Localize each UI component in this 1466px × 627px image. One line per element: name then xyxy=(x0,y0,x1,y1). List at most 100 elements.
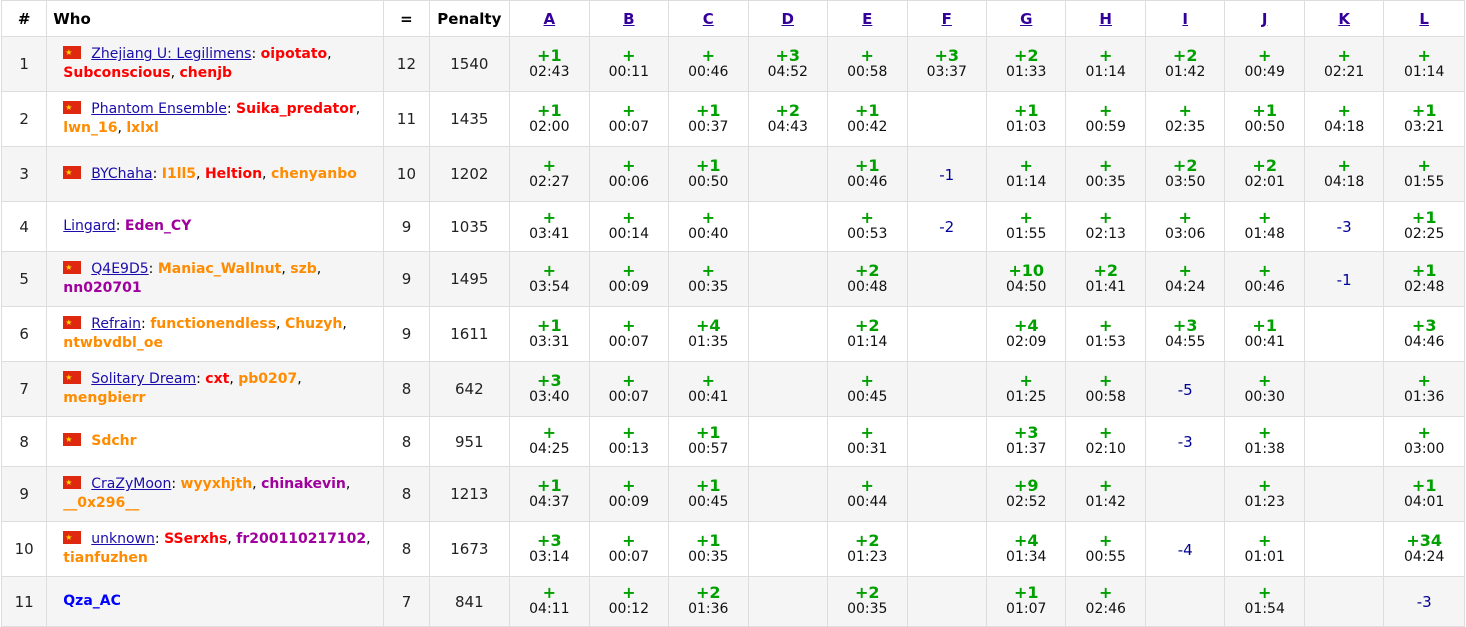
accepted-tries: + xyxy=(1178,100,1192,120)
problem-e-link[interactable]: E xyxy=(862,9,873,28)
accepted-tries: +34 xyxy=(1406,530,1443,550)
problem-cell: +2 00:35 xyxy=(827,576,908,627)
accepted-time: 04:24 xyxy=(1165,278,1206,295)
member-name[interactable]: cxt xyxy=(205,371,230,387)
problem-cell: +00:58 xyxy=(827,36,908,92)
member-name[interactable]: Eden_CY xyxy=(124,218,192,234)
member-name[interactable]: Maniac_Wallnut xyxy=(157,261,282,277)
accepted-tries: + xyxy=(1178,260,1192,280)
accepted-tries: + xyxy=(1257,208,1272,227)
member-name[interactable]: wyyxhjth xyxy=(180,476,253,492)
who-header: Who xyxy=(46,0,385,37)
problem-cell: +1 02:48 xyxy=(1383,251,1465,307)
accepted-tries: + xyxy=(1099,45,1113,65)
team-name-link[interactable]: Zhejiang U: Legilimens xyxy=(91,46,252,62)
member-name[interactable]: chenyanbo xyxy=(270,165,357,182)
member-name[interactable]: functionendless xyxy=(150,316,277,332)
problem-f-link[interactable]: F xyxy=(941,9,952,28)
accepted-time: 00:07 xyxy=(608,548,649,565)
member-name[interactable]: I1ll5 xyxy=(161,165,197,182)
accepted-tries: + xyxy=(1257,260,1272,280)
accepted-tries: +3 xyxy=(934,45,960,65)
accepted-tries: + xyxy=(1337,45,1351,65)
problem-cell xyxy=(1303,416,1385,467)
member-name[interactable]: lxlxl xyxy=(126,120,159,136)
member-name[interactable]: SSerxhs xyxy=(164,531,228,547)
team-name-link[interactable]: Q4E9D5 xyxy=(91,261,149,277)
member-name[interactable]: chenjb xyxy=(179,65,233,81)
member-name[interactable]: oipotato xyxy=(260,46,328,62)
problem-cell: +2 04:43 xyxy=(747,91,829,147)
accepted-tries: +1 xyxy=(1411,475,1437,495)
problem-l-link[interactable]: L xyxy=(1419,9,1429,28)
who-cell: Zhejiang U: Legilimens: oipotato, Subcon… xyxy=(46,36,385,92)
member-name[interactable]: tianfuzhen xyxy=(63,550,148,566)
member-name[interactable]: chinakevin xyxy=(261,476,346,492)
accepted-time: 02:27 xyxy=(529,173,570,190)
member-name[interactable]: nn020701 xyxy=(63,280,142,296)
member-name[interactable]: szb xyxy=(290,261,317,277)
team-name-link[interactable]: Refrain xyxy=(91,316,142,332)
accepted-tries: + xyxy=(1019,208,1033,227)
member-name[interactable]: Qza_AC xyxy=(63,593,121,609)
problem-cell: +01:14 xyxy=(1065,36,1146,92)
member-name[interactable]: Sdchr xyxy=(91,433,137,449)
accepted-tries: + xyxy=(622,423,636,442)
accepted-time: 03:37 xyxy=(926,63,967,80)
member-name[interactable]: lwn_16 xyxy=(63,120,118,136)
member-name[interactable]: pb0207 xyxy=(238,371,298,387)
team-name-link[interactable]: unknown xyxy=(91,531,155,547)
accepted-time: 00:31 xyxy=(847,441,888,457)
problem-cell: +1 00:45 xyxy=(668,466,749,522)
problem-cell: +01:54 xyxy=(1224,576,1305,627)
accepted-tries: + xyxy=(1099,423,1113,442)
rejected-tries: -5 xyxy=(1177,380,1193,399)
member-name[interactable]: Suika_predator xyxy=(236,101,356,117)
problem-cell: +2 00:48 xyxy=(827,251,908,307)
problem-b-link[interactable]: B xyxy=(623,9,635,28)
accepted-tries: + xyxy=(1257,45,1272,65)
team-name-link[interactable]: BYChaha xyxy=(91,165,153,182)
member-name[interactable]: __0x296__ xyxy=(63,495,140,511)
accepted-time: 01:35 xyxy=(688,333,729,350)
problem-c-link[interactable]: C xyxy=(702,9,714,28)
team-name-link[interactable]: Lingard xyxy=(63,218,116,234)
problem-cell xyxy=(906,521,987,577)
accepted-time: 00:07 xyxy=(608,333,649,350)
problem-cell xyxy=(906,251,987,307)
accepted-time: 00:57 xyxy=(688,441,729,457)
member-name[interactable]: ntwbvdbl_oe xyxy=(63,335,163,351)
rank-cell: 1 xyxy=(0,36,48,92)
member-name[interactable]: Chuzyh xyxy=(284,316,343,332)
accepted-tries: +2 xyxy=(1172,45,1198,65)
problem-k-link[interactable]: K xyxy=(1338,9,1350,28)
member-name[interactable]: Heltion xyxy=(204,165,263,182)
member-name[interactable]: mengbierr xyxy=(63,390,146,406)
accepted-time: 04:24 xyxy=(1404,548,1445,565)
problem-cell: +04:18 xyxy=(1303,91,1385,147)
problem-g-link[interactable]: G xyxy=(1020,9,1033,28)
penalty-cell: 841 xyxy=(428,576,511,627)
solved-cell: 9 xyxy=(383,251,430,307)
problem-d-link[interactable]: D xyxy=(781,9,794,28)
member-name[interactable]: fr200110217102 xyxy=(236,531,367,547)
team-name-link[interactable]: Solitary Dream xyxy=(91,371,197,387)
problem-cell: +9 02:52 xyxy=(985,466,1067,522)
member-name[interactable]: Subconscious xyxy=(63,65,171,81)
team-name-link[interactable]: CraZyMoon xyxy=(91,476,172,492)
penalty-cell: 1035 xyxy=(428,201,511,252)
accepted-time: 02:25 xyxy=(1404,226,1445,242)
problem-cell xyxy=(1303,361,1385,417)
problem-h-link[interactable]: H xyxy=(1099,9,1112,28)
problem-cell: +03:06 xyxy=(1144,201,1226,252)
accepted-tries: + xyxy=(1099,370,1113,390)
accepted-time: 00:46 xyxy=(1244,278,1285,295)
problem-a-link[interactable]: A xyxy=(543,9,556,28)
team-name-link[interactable]: Phantom Ensemble xyxy=(91,101,227,117)
accepted-tries: + xyxy=(1099,530,1113,550)
problem-j-link[interactable]: J xyxy=(1261,9,1268,28)
problem-cell xyxy=(906,416,987,467)
problem-i-link[interactable]: I xyxy=(1182,9,1188,28)
solved-header: = xyxy=(383,0,430,37)
accepted-time: 01:48 xyxy=(1244,226,1285,242)
